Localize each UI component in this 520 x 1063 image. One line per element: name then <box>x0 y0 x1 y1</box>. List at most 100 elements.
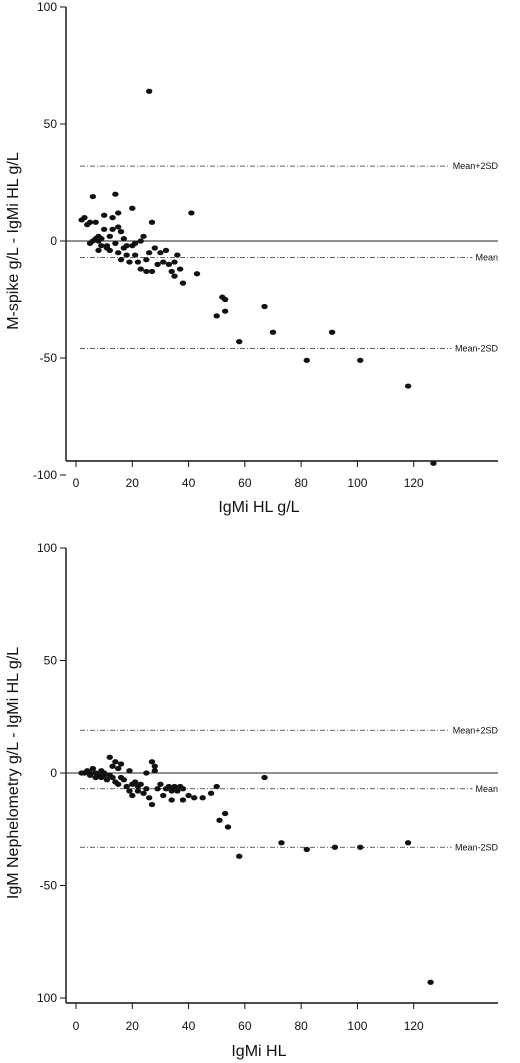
data-point <box>160 259 167 265</box>
data-point <box>151 768 158 774</box>
data-point <box>143 786 150 792</box>
data-point <box>303 846 310 853</box>
data-point <box>174 788 181 794</box>
reference-label: Mean-2SD <box>455 842 499 852</box>
data-point <box>95 247 102 253</box>
data-point <box>134 788 142 794</box>
reference-label: Mean <box>475 252 498 262</box>
x-tick-label: 100 <box>347 1019 367 1033</box>
data-point <box>148 219 156 225</box>
y-axis-title: IgM Nephelometry g/L - IgMi HL g/L <box>5 647 22 899</box>
data-point <box>117 257 125 263</box>
data-point <box>176 266 184 272</box>
data-point <box>145 88 153 94</box>
x-tick-label: 40 <box>182 1019 196 1033</box>
data-point <box>115 250 122 256</box>
data-point <box>131 252 139 258</box>
x-tick-label: 120 <box>404 476 424 490</box>
data-point <box>129 792 136 799</box>
data-point <box>216 817 223 823</box>
data-point <box>145 795 153 801</box>
data-point <box>98 243 105 249</box>
data-point <box>168 797 175 803</box>
data-point <box>131 779 139 785</box>
x-axis-title: IgMi HL <box>231 1043 286 1060</box>
data-point <box>109 226 116 232</box>
data-point <box>151 245 158 251</box>
data-point <box>106 247 113 253</box>
data-point <box>129 205 136 211</box>
y-tick-label: 100 <box>37 991 57 1005</box>
y-axis-title: M-spike g/L - IgMi HL g/L <box>5 152 22 330</box>
reference-label: Mean+2SD <box>453 161 499 171</box>
data-point <box>145 250 153 256</box>
data-point <box>331 844 339 850</box>
data-point <box>106 754 113 760</box>
data-point <box>89 765 97 772</box>
x-tick-label: 20 <box>126 1019 140 1033</box>
data-point <box>171 273 178 279</box>
data-point <box>115 765 122 772</box>
data-point <box>188 210 195 216</box>
data-point <box>134 259 142 265</box>
data-point <box>100 226 108 232</box>
data-point <box>86 770 94 776</box>
data-point <box>106 233 113 239</box>
data-point <box>261 774 268 781</box>
data-point <box>213 313 220 319</box>
reference-label-bg <box>451 841 500 854</box>
data-point <box>191 795 198 801</box>
data-point <box>148 268 156 275</box>
x-tick-label: 60 <box>238 1019 252 1033</box>
data-point <box>179 786 187 792</box>
data-point <box>221 308 229 314</box>
data-point <box>112 191 119 197</box>
data-point <box>123 783 130 790</box>
data-point <box>185 792 192 799</box>
data-point <box>123 243 130 249</box>
y-tick-label: -50 <box>40 351 58 365</box>
reference-label-bg <box>451 342 500 355</box>
data-point <box>109 215 116 221</box>
data-point <box>154 786 161 792</box>
data-point <box>98 236 105 242</box>
x-tick-label: 80 <box>294 1019 308 1033</box>
data-point <box>179 797 187 803</box>
reference-label: Mean+2SD <box>453 725 499 735</box>
data-point <box>168 268 175 275</box>
data-point <box>165 783 173 790</box>
data-point <box>120 236 128 242</box>
data-point <box>123 252 130 258</box>
data-point <box>151 763 158 769</box>
y-tick-label: 0 <box>50 234 57 248</box>
data-point <box>112 240 119 246</box>
data-point <box>126 788 133 794</box>
reference-label: Mean-2SD <box>455 344 499 354</box>
y-tick-label: -50 <box>40 879 58 893</box>
data-point <box>179 280 187 286</box>
x-axis-title: IgMi HL g/L <box>218 499 299 516</box>
x-tick-label: 60 <box>238 476 252 490</box>
data-point <box>171 259 178 265</box>
y-tick-label: 0 <box>50 766 57 780</box>
data-point <box>162 247 170 253</box>
data-point <box>137 781 144 787</box>
chart-panel-2: 100 50 0 -50 100 0 20 40 60 80 100 120 Mean+2SD Mean M… <box>5 541 500 1060</box>
data-point <box>92 219 99 225</box>
y-tick-label: -100 <box>33 468 57 482</box>
data-point <box>115 224 122 230</box>
data-point <box>221 810 229 817</box>
data-point <box>157 250 164 256</box>
data-point <box>157 781 164 787</box>
data-point <box>143 268 150 275</box>
reference-label: Mean <box>475 784 498 794</box>
data-point <box>236 339 243 345</box>
reference-label-bg <box>449 160 500 173</box>
data-point <box>137 238 144 244</box>
data-point <box>117 761 125 767</box>
data-point <box>100 212 108 218</box>
reference-label-bg <box>472 251 500 264</box>
data-point <box>120 777 128 783</box>
